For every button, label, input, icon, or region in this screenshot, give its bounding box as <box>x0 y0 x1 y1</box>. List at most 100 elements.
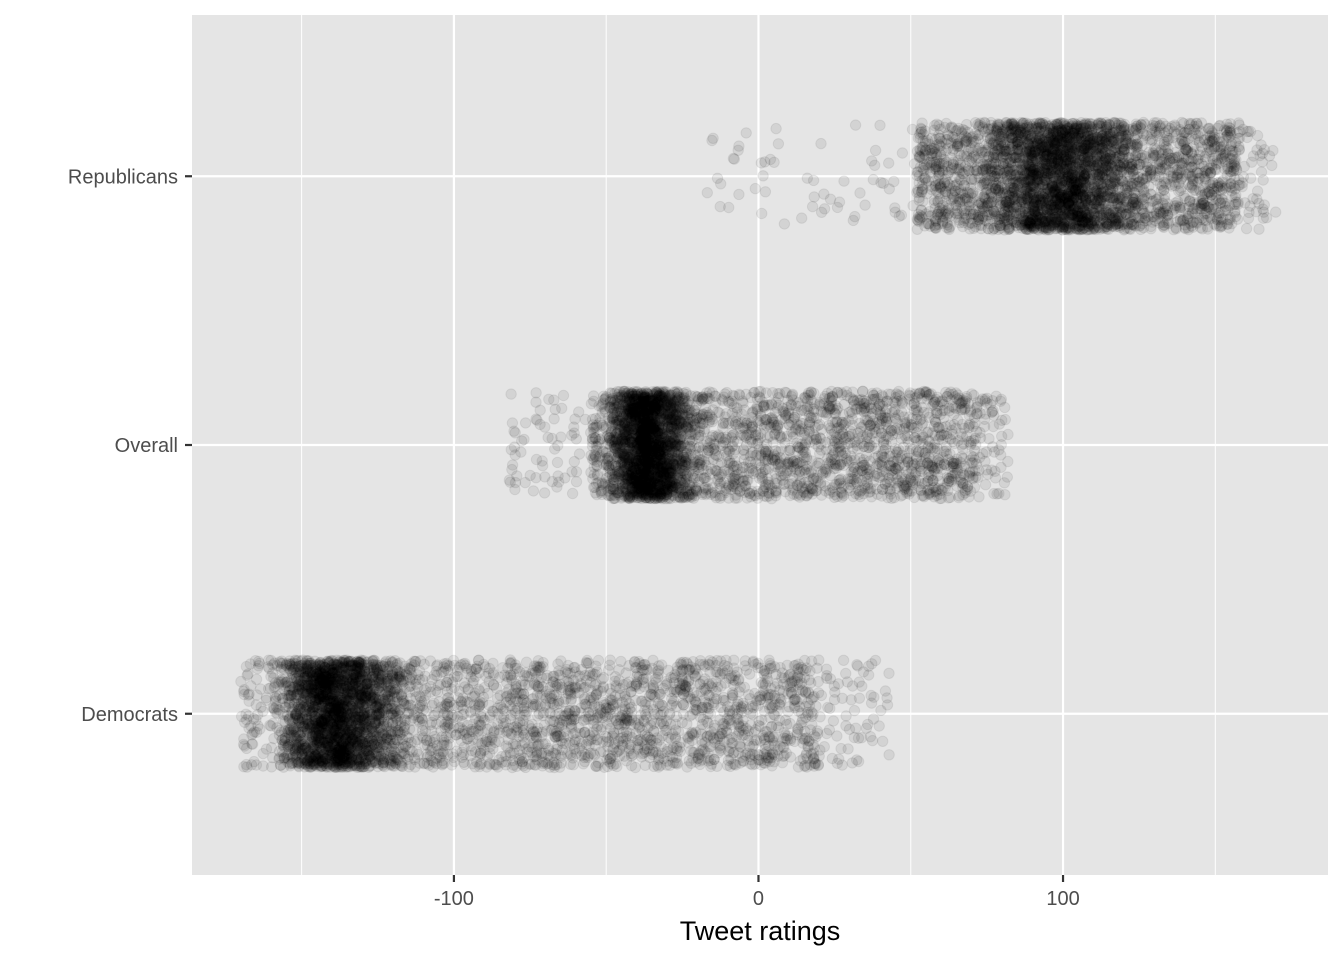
data-point <box>1104 149 1117 161</box>
data-point <box>1036 181 1048 193</box>
data-point <box>1026 168 1038 180</box>
data-points <box>235 116 1282 774</box>
data-point <box>970 153 982 165</box>
data-point <box>895 209 908 221</box>
data-point <box>1066 196 1078 208</box>
data-point <box>1011 217 1023 229</box>
data-point <box>1081 139 1093 152</box>
data-point <box>1078 119 1090 131</box>
data-point <box>1230 154 1242 166</box>
data-point <box>1247 150 1260 162</box>
data-point <box>1087 203 1100 215</box>
data-point <box>749 182 761 195</box>
data-point <box>924 220 936 232</box>
data-point <box>987 165 999 178</box>
data-point <box>733 140 745 152</box>
data-point <box>757 170 769 182</box>
data-point <box>1097 157 1110 169</box>
data-point <box>1116 165 1128 177</box>
data-point <box>1041 179 1054 191</box>
data-point <box>982 179 994 192</box>
data-point <box>1107 137 1119 149</box>
data-point <box>1031 134 1043 147</box>
data-point <box>1038 150 1050 163</box>
data-point <box>933 138 945 150</box>
data-point <box>1173 157 1186 169</box>
data-point <box>1059 124 1071 136</box>
data-point <box>1049 183 1062 196</box>
data-point <box>1073 185 1085 197</box>
data-point <box>1221 169 1233 182</box>
data-point <box>869 144 882 157</box>
data-point <box>866 155 878 167</box>
data-point <box>1063 142 1075 155</box>
data-point <box>1216 193 1228 206</box>
data-point <box>1212 179 1224 192</box>
data-point <box>942 177 954 189</box>
data-point <box>1061 120 1073 133</box>
data-point <box>1120 208 1132 220</box>
data-point <box>1095 120 1108 132</box>
data-point <box>1047 151 1060 164</box>
data-point <box>960 208 972 221</box>
data-point <box>953 193 966 206</box>
data-point <box>1062 188 1074 200</box>
data-point <box>1102 217 1115 230</box>
data-point <box>557 389 570 402</box>
data-point <box>1042 170 1054 183</box>
data-point <box>1041 164 1053 177</box>
data-point <box>1040 119 1052 131</box>
data-point <box>1229 205 1241 217</box>
data-point <box>831 201 844 214</box>
data-point <box>1233 140 1245 153</box>
data-point <box>1041 182 1054 195</box>
data-point <box>1101 123 1113 135</box>
data-point <box>1092 119 1105 131</box>
data-point <box>733 188 745 201</box>
data-point <box>1138 129 1150 142</box>
data-point <box>1090 201 1102 213</box>
data-point <box>924 144 936 156</box>
data-point <box>1084 145 1096 158</box>
data-point <box>1077 190 1089 202</box>
data-point <box>1101 138 1114 150</box>
data-point <box>1115 156 1127 169</box>
data-point <box>1023 133 1036 146</box>
data-point <box>1030 194 1043 206</box>
data-point <box>1192 176 1204 188</box>
data-point <box>1032 147 1045 159</box>
data-point <box>1084 191 1096 204</box>
data-point <box>982 222 994 235</box>
data-point <box>934 123 946 135</box>
data-point <box>1027 156 1040 168</box>
data-point <box>1078 173 1090 185</box>
data-point <box>976 164 988 177</box>
data-point <box>1090 148 1103 161</box>
data-point <box>1160 141 1172 153</box>
data-point <box>1180 143 1192 156</box>
data-point <box>1217 135 1230 148</box>
data-point <box>1023 160 1035 172</box>
data-point <box>1009 151 1022 164</box>
data-point <box>1097 142 1109 154</box>
data-point <box>1020 133 1033 145</box>
data-point <box>1133 176 1145 188</box>
data-point <box>723 201 735 214</box>
data-point <box>1011 138 1023 150</box>
data-point <box>1179 221 1191 234</box>
data-point <box>996 172 1009 185</box>
data-point <box>1050 195 1062 207</box>
data-point <box>997 167 1009 180</box>
data-point <box>1260 212 1273 224</box>
data-point <box>1157 219 1170 231</box>
data-point <box>1057 174 1069 187</box>
data-point <box>981 154 993 167</box>
data-point <box>1078 177 1090 189</box>
data-point <box>1078 160 1091 172</box>
data-point <box>1094 209 1106 221</box>
data-point <box>1118 144 1130 156</box>
data-point <box>1015 116 1027 129</box>
data-point <box>1155 164 1167 176</box>
data-point <box>1021 191 1034 203</box>
data-point <box>1056 193 1068 206</box>
